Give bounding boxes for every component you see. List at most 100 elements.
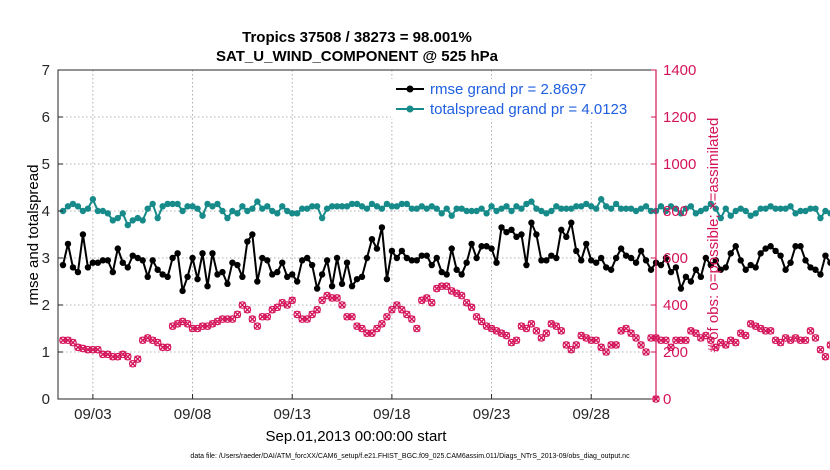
obs-possible-point [343,312,351,321]
obs-possible-point [502,331,511,340]
rmse-series-point [323,257,331,264]
totalspread-series-point [104,210,112,217]
totalspread-series-point [627,205,635,212]
totalspread-series-point [408,205,416,212]
totalspread-series-point [717,214,724,222]
rmse-series-point [214,271,221,278]
obs-possible-point [228,315,237,323]
rmse-series-point [363,254,371,262]
totalspread-series [59,196,830,229]
left-axis-label: rmse and totalspread [25,165,42,306]
obs-possible-point [602,348,610,356]
totalspread-series-point [179,207,186,215]
totalspread-series-point [617,205,625,212]
obs-possible-point [378,319,386,328]
obs-possible-point [298,315,306,323]
rmse-series-point [687,278,695,285]
obs-assimilated-point [458,292,466,300]
totalspread-series-point [269,207,276,215]
totalspread-series-point [428,203,435,210]
totalspread-series-point [383,200,391,208]
rmse-series-point [109,268,117,276]
obs-possible-point [826,341,830,349]
obs-possible-point [333,294,341,302]
rmse-series-point [742,266,749,273]
obs-assimilated-point [767,327,775,335]
obs-possible-point [128,359,137,368]
rmse-series-point [732,243,739,250]
totalspread-series-point [523,200,530,208]
obs-possible-point [557,327,566,335]
totalspread-series-point [289,210,296,217]
totalspread-series-point [124,221,131,229]
rmse-series-point [677,285,685,292]
totalspread-series-point [84,205,92,212]
obs-possible-point [776,338,785,347]
obs-possible-point [133,355,142,363]
totalspread-series-point [279,203,286,210]
obs-possible-point [796,336,805,345]
rmse-series-point [438,268,445,276]
totalspread-series-point [822,207,829,215]
totalspread-series-point [817,214,824,222]
obs-possible-point [383,312,391,321]
rmse-series-point [119,259,126,266]
obs-possible-point [612,341,620,349]
totalspread-series-point [363,205,371,212]
obs-possible-point [637,341,645,349]
rmse-series-point [483,243,490,250]
totalspread-series-point [692,210,700,217]
totalspread-series-point [274,210,281,217]
totalspread-series-point [538,207,545,215]
totalspread-series-point [588,203,595,210]
obs-possible-point [821,352,830,361]
x-tick-label: 09/03 [74,406,112,423]
totalspread-series-point [662,207,670,215]
totalspread-series-point [194,205,201,212]
right-tick-label: 600 [663,250,688,267]
rmse-series-point [264,257,271,264]
rmse-series-point [94,259,102,266]
rmse-series-point [528,219,535,226]
totalspread-series-point [313,203,321,210]
totalspread-series-point [558,205,565,212]
obs-possible-point [622,324,630,333]
obs-assimilated-point [826,341,830,349]
rmse-series-point [573,247,580,255]
rmse-series-point [303,254,311,262]
totalspread-series-point [752,210,759,217]
obs-possible-point [512,336,521,345]
rmse-series-point [279,259,286,266]
totalspread-series-point [199,212,206,219]
totalspread-series-point [632,207,640,215]
totalspread-series-point [677,210,685,217]
totalspread-series-point [298,205,306,212]
totalspread-series-point [139,217,146,224]
obs-assimilated-point [632,334,640,342]
rmse-series-point [149,257,156,264]
series-layer [59,196,830,403]
totalspread-series-point [189,203,196,210]
obs-possible-point [69,338,77,347]
rmse-series-point [707,261,715,269]
right-tick-label: 400 [663,297,688,314]
rmse-series-point [224,280,231,288]
obs-possible-point [163,343,172,352]
rmse-series-point [588,257,595,264]
rmse-series-point [144,273,151,280]
rmse-series-point [443,271,450,278]
rmse-series-point [164,273,171,280]
rmse-series-point [423,252,430,259]
left-tick-label: 0 [42,391,50,408]
totalspread-series-point [229,207,236,215]
rmse-series-point [543,257,550,264]
obs-possible-point [552,322,561,330]
totalspread-series-point [159,203,166,210]
obs-possible-point [442,282,451,291]
obs-assimilated-point [512,336,520,344]
obs-possible-point [537,334,546,342]
obs-possible-point [437,282,446,291]
rmse-series-point [338,280,346,288]
rmse-series-point [657,261,665,269]
rmse-series-point [313,285,321,292]
